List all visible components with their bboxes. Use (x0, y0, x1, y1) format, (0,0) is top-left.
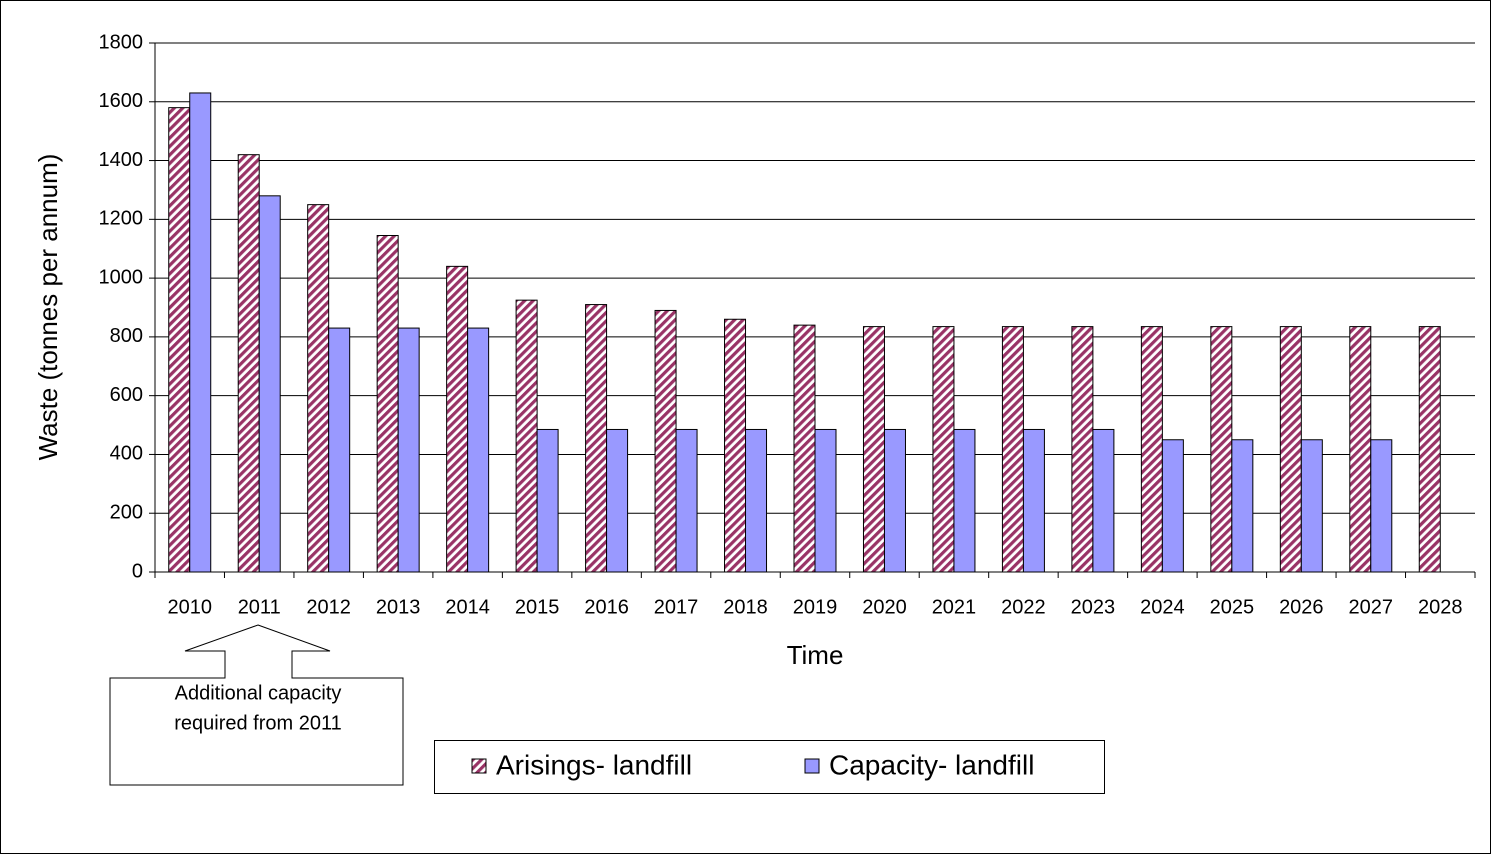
y-tick-label: 0 (132, 560, 143, 582)
x-tick-label: 2024 (1140, 596, 1185, 618)
bar (1370, 439, 1393, 573)
bar (467, 327, 490, 573)
bar (237, 154, 260, 573)
callout (109, 624, 404, 786)
bar (814, 428, 837, 573)
bar (328, 327, 351, 573)
legend (434, 740, 1105, 794)
y-tick-label: 600 (110, 384, 143, 406)
x-tick-label: 2017 (654, 596, 699, 618)
y-tick-label: 1000 (99, 266, 144, 288)
x-tick-label: 2019 (793, 596, 838, 618)
legend-label: Capacity- landfill (829, 749, 1034, 780)
x-tick-label: 2013 (376, 596, 421, 618)
legend-swatch (804, 758, 820, 774)
y-tick-label: 1200 (99, 208, 144, 230)
bar (397, 327, 420, 573)
y-tick-label: 200 (110, 502, 143, 524)
y-tick-label: 1800 (99, 31, 144, 53)
bar (724, 318, 747, 573)
bar (862, 326, 885, 573)
bar (1071, 326, 1094, 573)
bar (1140, 326, 1163, 573)
bar (1349, 326, 1372, 573)
bar (515, 299, 538, 573)
bar (1022, 428, 1045, 573)
bar (376, 234, 399, 573)
bar (258, 195, 281, 573)
bar (654, 309, 677, 573)
legend-swatch (471, 758, 487, 774)
annotation: Additional capacity (175, 682, 342, 704)
x-tick-label: 2026 (1279, 596, 1324, 618)
x-axis-title: Time (787, 640, 844, 670)
bar (1231, 439, 1254, 573)
y-tick-label: 400 (110, 443, 143, 465)
x-tick-label: 2025 (1210, 596, 1255, 618)
bar (1418, 326, 1441, 573)
y-tick-label: 1400 (99, 149, 144, 171)
bar (883, 428, 906, 573)
bar (1300, 439, 1323, 573)
y-axis-title: Waste (tonnes per annum) (33, 154, 63, 461)
bar (953, 428, 976, 573)
y-tick-label: 800 (110, 325, 143, 347)
bar (168, 107, 191, 573)
bar (446, 265, 469, 573)
x-tick-label: 2011 (238, 596, 281, 618)
legend-label: Arisings- landfill (496, 749, 692, 780)
x-tick-label: 2027 (1349, 596, 1394, 618)
y-tick-label: 1600 (99, 90, 144, 112)
x-tick-label: 2020 (862, 596, 907, 618)
bar (1161, 439, 1184, 573)
bar (606, 428, 629, 573)
x-tick-label: 2022 (1001, 596, 1046, 618)
bar (793, 324, 816, 573)
bar (585, 304, 608, 573)
x-tick-label: 2014 (445, 596, 490, 618)
x-tick-label: 2015 (515, 596, 560, 618)
x-tick-label: 2023 (1071, 596, 1116, 618)
bar (1279, 326, 1302, 573)
bar (1210, 326, 1233, 573)
x-tick-label: 2012 (306, 596, 351, 618)
bar (307, 204, 330, 573)
bar (932, 326, 955, 573)
bar (745, 428, 768, 573)
bar (1001, 326, 1024, 573)
x-tick-label: 2028 (1418, 596, 1463, 618)
x-tick-label: 2021 (932, 596, 977, 618)
x-tick-label: 2018 (723, 596, 768, 618)
bar (536, 428, 559, 573)
annotation: required from 2011 (174, 712, 342, 734)
bar (1092, 428, 1115, 573)
bar (675, 428, 698, 573)
x-tick-label: 2010 (167, 596, 212, 618)
bar (189, 92, 212, 573)
x-tick-label: 2016 (584, 596, 629, 618)
